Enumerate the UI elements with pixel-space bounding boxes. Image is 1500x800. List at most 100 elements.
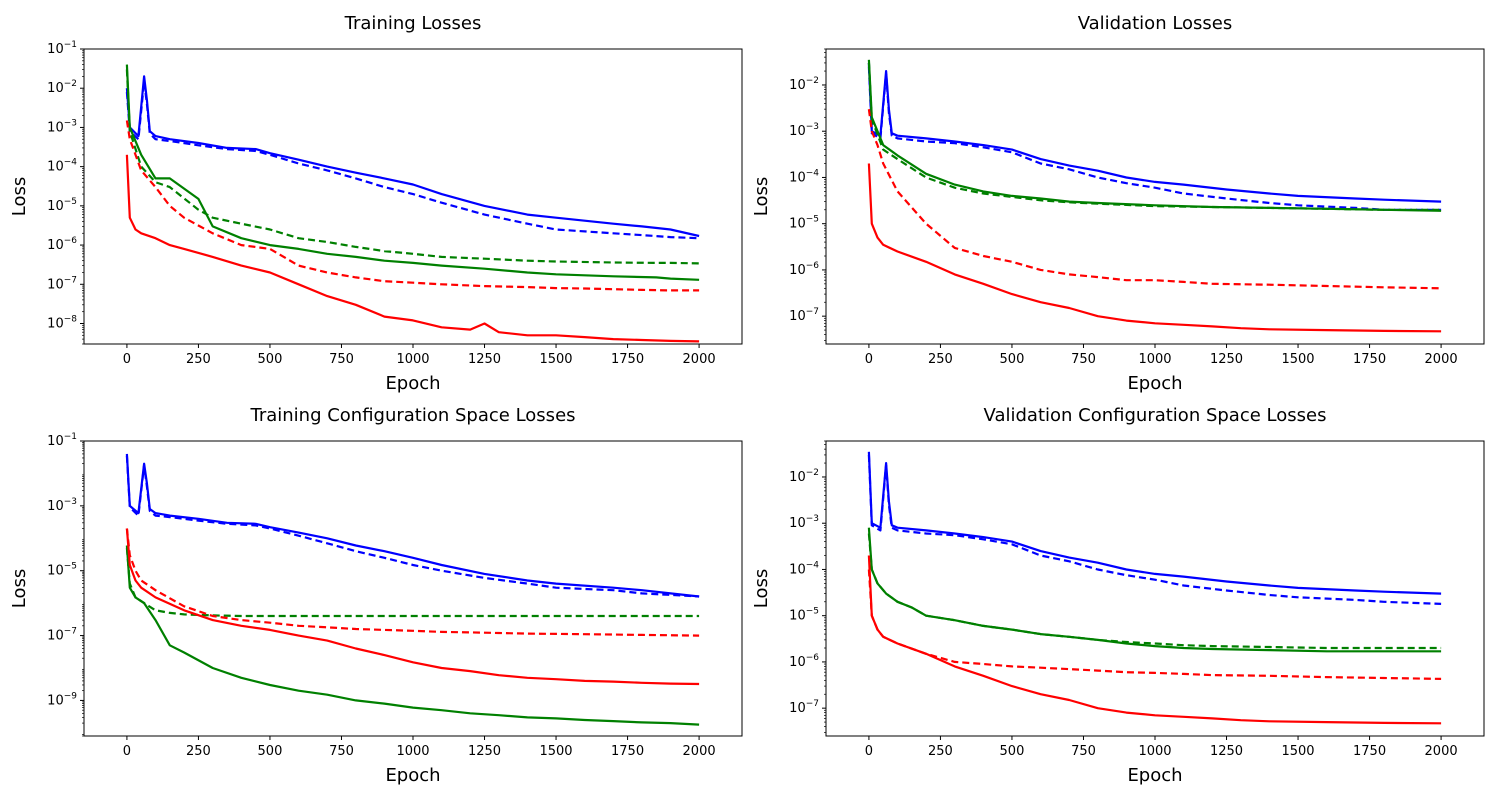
plot-frame xyxy=(83,440,743,737)
series-line-1 xyxy=(125,75,700,238)
x-tick-label: 250 xyxy=(928,744,953,759)
series-line-4 xyxy=(867,533,1442,650)
series-line-1 xyxy=(867,451,1442,595)
x-tick-label: 2000 xyxy=(1425,352,1458,367)
chart-title: Training Losses xyxy=(344,13,482,34)
x-tick-label: 1250 xyxy=(468,744,501,759)
y-axis-label: Loss xyxy=(9,569,30,608)
y-tick-label: 10−9 xyxy=(47,691,77,708)
series-line-6 xyxy=(867,569,1442,680)
series-line-6 xyxy=(125,120,700,292)
series-line-2 xyxy=(867,66,1442,211)
chart-panel-2: 0 250 500 750 1000 1250 1500 1750 2000 10−7 10−6 10… xyxy=(751,13,1485,394)
series-group xyxy=(867,451,1442,725)
x-axis-label: Epoch xyxy=(385,373,440,394)
chart-title: Training Configuration Space Losses xyxy=(249,405,575,426)
y-tick-label: 10−3 xyxy=(47,118,77,135)
x-tick-label: 1500 xyxy=(1281,352,1314,367)
series-line-6 xyxy=(867,109,1442,290)
series-group xyxy=(867,59,1442,333)
x-tick-label: 2000 xyxy=(683,744,716,759)
x-axis-label: Epoch xyxy=(1127,765,1182,786)
x-tick-label: 0 xyxy=(123,744,131,759)
y-axis-label: Loss xyxy=(9,177,30,216)
y-tick-label: 10−4 xyxy=(789,168,819,185)
x-tick-label: 250 xyxy=(186,352,211,367)
y-tick-label: 10−2 xyxy=(47,79,77,96)
x-tick-label: 1000 xyxy=(1138,744,1171,759)
y-tick-label: 10−5 xyxy=(789,607,819,624)
x-axis-label: Epoch xyxy=(385,765,440,786)
y-tick-label: 10−7 xyxy=(47,275,77,292)
series-line-6 xyxy=(125,528,700,637)
plot-frame xyxy=(83,48,743,345)
y-tick-label: 10−5 xyxy=(47,197,77,214)
x-tick-label: 1000 xyxy=(1138,352,1171,367)
y-axis-label: Loss xyxy=(751,569,772,608)
x-tick-label: 0 xyxy=(123,352,131,367)
series-line-1 xyxy=(867,62,1442,203)
y-tick-label: 10−7 xyxy=(789,307,819,324)
chart-title: Validation Losses xyxy=(1078,13,1233,34)
y-tick-label: 10−6 xyxy=(789,653,819,670)
y-tick-label: 10−2 xyxy=(789,76,819,93)
x-tick-label: 0 xyxy=(865,352,873,367)
x-tick-label: 1750 xyxy=(611,352,644,367)
x-tick-label: 0 xyxy=(865,744,873,759)
series-line-2 xyxy=(125,455,700,598)
x-tick-label: 1250 xyxy=(1210,352,1243,367)
x-tick-label: 1000 xyxy=(396,744,429,759)
chart-panel-3: 0 250 500 750 1000 1250 1500 1750 2000 10−9 10−7 10… xyxy=(9,405,743,786)
y-axis-label: Loss xyxy=(751,177,772,216)
x-tick-label: 1750 xyxy=(1353,352,1386,367)
series-line-3 xyxy=(125,545,700,726)
x-tick-label: 1500 xyxy=(539,744,572,759)
y-tick-label: 10−7 xyxy=(789,699,819,716)
y-tick-label: 10−4 xyxy=(789,560,819,577)
x-tick-label: 750 xyxy=(329,744,354,759)
series-line-3 xyxy=(867,59,1442,212)
x-tick-label: 1250 xyxy=(1210,744,1243,759)
series-line-1 xyxy=(125,453,700,598)
y-tick-label: 10−4 xyxy=(47,158,77,175)
x-tick-label: 750 xyxy=(1071,744,1096,759)
chart-panel-1: 0 250 500 750 1000 1250 1500 1750 2000 10−8 10−7 10… xyxy=(9,13,743,394)
x-tick-label: 750 xyxy=(329,352,354,367)
x-tick-label: 500 xyxy=(258,352,283,367)
series-line-2 xyxy=(867,454,1442,605)
chart-panel-4: 0 250 500 750 1000 1250 1500 1750 2000 10−7 10−6 10… xyxy=(751,405,1485,786)
series-group xyxy=(125,64,700,343)
x-tick-label: 1500 xyxy=(539,352,572,367)
series-line-3 xyxy=(125,64,700,281)
chart-title: Validation Configuration Space Losses xyxy=(984,405,1327,426)
x-tick-label: 1000 xyxy=(396,352,429,367)
series-line-5 xyxy=(125,528,700,686)
x-tick-label: 250 xyxy=(928,352,953,367)
x-tick-label: 500 xyxy=(1000,352,1025,367)
series-line-4 xyxy=(125,547,700,618)
y-tick-label: 10−3 xyxy=(47,497,77,514)
x-tick-label: 1750 xyxy=(1353,744,1386,759)
y-tick-label: 10−1 xyxy=(47,40,77,57)
series-line-5 xyxy=(867,163,1442,333)
y-tick-label: 10−6 xyxy=(789,261,819,278)
x-tick-label: 2000 xyxy=(683,352,716,367)
y-tick-label: 10−5 xyxy=(789,215,819,232)
y-tick-label: 10−2 xyxy=(789,468,819,485)
y-tick-label: 10−6 xyxy=(47,236,77,253)
y-tick-label: 10−3 xyxy=(789,514,819,531)
series-line-5 xyxy=(867,555,1442,725)
x-tick-label: 500 xyxy=(258,744,283,759)
plot-frame xyxy=(825,48,1485,345)
x-tick-label: 1750 xyxy=(611,744,644,759)
series-group xyxy=(125,453,700,726)
plot-frame xyxy=(825,440,1485,737)
x-tick-label: 2000 xyxy=(1425,744,1458,759)
y-tick-label: 10−3 xyxy=(789,122,819,139)
series-line-4 xyxy=(125,69,700,265)
y-tick-label: 10−8 xyxy=(47,314,77,331)
x-tick-label: 250 xyxy=(186,744,211,759)
x-tick-label: 500 xyxy=(1000,744,1025,759)
series-line-2 xyxy=(125,80,700,240)
